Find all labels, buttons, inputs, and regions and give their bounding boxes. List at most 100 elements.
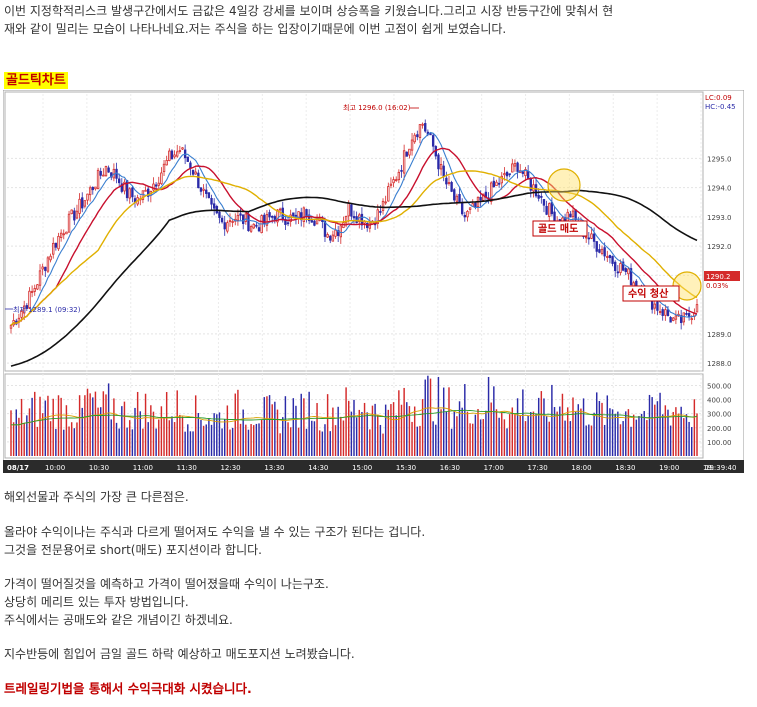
intro-line-1: 이번 지정학적리스크 발생구간에서도 금값은 4일강 강세를 보이며 상승폭을 … bbox=[4, 4, 614, 18]
candle-body bbox=[468, 207, 472, 210]
volume-bar bbox=[551, 384, 553, 456]
last-change-label: 0.03% bbox=[706, 282, 729, 290]
price-tick-label: 1293.0 bbox=[707, 214, 732, 222]
candle-body bbox=[571, 210, 575, 218]
volume-bar bbox=[242, 409, 244, 456]
candle-body bbox=[524, 169, 527, 177]
volume-bar bbox=[176, 390, 178, 456]
volume-bar bbox=[416, 426, 419, 456]
volume-bar bbox=[408, 406, 411, 456]
candle-body bbox=[482, 193, 485, 201]
volume-bar bbox=[564, 420, 566, 456]
volume-bar bbox=[656, 401, 659, 456]
candle-body bbox=[33, 288, 36, 292]
volume-bar bbox=[250, 424, 252, 456]
candle-body bbox=[379, 211, 382, 213]
candle-body bbox=[656, 301, 659, 311]
volume-bar bbox=[266, 396, 268, 456]
candle-body bbox=[569, 213, 572, 218]
candle-body bbox=[131, 187, 134, 198]
candle-body bbox=[387, 186, 390, 202]
candle-body bbox=[176, 151, 179, 157]
time-tick-label: 19:00 bbox=[659, 464, 679, 472]
candle-body bbox=[147, 188, 150, 197]
candle-body bbox=[384, 201, 387, 204]
volume-bar bbox=[424, 379, 426, 456]
volume-bar bbox=[263, 397, 266, 456]
volume-tick-label: 100.00 bbox=[707, 439, 732, 447]
volume-bar bbox=[126, 427, 128, 456]
candle-body bbox=[376, 209, 379, 224]
volume-bar bbox=[664, 405, 667, 456]
volume-bar bbox=[36, 426, 39, 456]
candle-body bbox=[600, 248, 604, 254]
candle-body bbox=[218, 211, 221, 218]
volume-bar bbox=[121, 406, 123, 456]
candle-body bbox=[165, 159, 168, 166]
candle-body bbox=[186, 156, 189, 162]
volume-ma-line bbox=[11, 409, 698, 426]
volume-bar bbox=[632, 414, 635, 456]
candle-body bbox=[360, 213, 364, 226]
candle-body bbox=[466, 211, 469, 218]
intro-line-2: 재와 같이 밀리는 모습이 나타나네요.저는 주식을 하는 입장이기때문에 이번… bbox=[4, 22, 507, 36]
volume-bar bbox=[303, 398, 305, 456]
price-tick-label: 1289.0 bbox=[707, 331, 732, 339]
volume-bar bbox=[110, 419, 112, 456]
candle-body bbox=[302, 207, 306, 222]
candle-body bbox=[666, 309, 670, 317]
volume-bar bbox=[229, 429, 231, 456]
volume-bar bbox=[179, 414, 181, 456]
candle-body bbox=[537, 195, 540, 199]
candle-body bbox=[592, 233, 596, 242]
candle-body bbox=[104, 165, 108, 177]
candle-body bbox=[62, 233, 65, 236]
volume-bar bbox=[588, 424, 590, 456]
volume-bar bbox=[23, 423, 25, 456]
volume-bar bbox=[508, 414, 511, 456]
candle-body bbox=[212, 203, 216, 209]
volume-bar bbox=[501, 412, 503, 456]
volume-bar bbox=[577, 404, 579, 456]
volume-bar bbox=[688, 421, 690, 456]
candle-body bbox=[413, 134, 416, 143]
candle-body bbox=[344, 216, 348, 224]
volume-bar bbox=[580, 408, 582, 456]
candle-body bbox=[400, 169, 403, 172]
time-axis-bar bbox=[3, 460, 744, 473]
time-tick-label: 10:00 bbox=[45, 464, 65, 472]
candle-body bbox=[418, 124, 422, 139]
volume-bar bbox=[102, 391, 105, 456]
volume-bar bbox=[548, 421, 550, 456]
volume-bar bbox=[41, 413, 44, 456]
candle-body bbox=[550, 202, 554, 215]
volume-bar bbox=[168, 420, 171, 456]
candle-body bbox=[347, 203, 350, 217]
volume-bar bbox=[627, 409, 630, 456]
volume-bar bbox=[445, 411, 448, 456]
candle-body bbox=[437, 154, 440, 170]
candle-body bbox=[194, 171, 197, 175]
candle-body bbox=[244, 213, 248, 222]
candle-body bbox=[503, 173, 506, 176]
candle-body bbox=[162, 163, 166, 173]
volume-bar bbox=[603, 424, 606, 456]
volume-bar bbox=[680, 406, 682, 456]
volume-bar bbox=[316, 403, 318, 456]
volume-bar bbox=[181, 416, 184, 456]
candle-body bbox=[144, 189, 147, 192]
candle-body bbox=[252, 223, 255, 229]
volume-bar bbox=[606, 395, 609, 456]
volume-bar bbox=[535, 413, 537, 456]
candle-body bbox=[421, 123, 424, 126]
volume-bar bbox=[403, 387, 405, 456]
candle-body bbox=[20, 311, 23, 318]
candle-body bbox=[545, 205, 548, 215]
candle-body bbox=[584, 236, 588, 239]
candle-body bbox=[381, 200, 385, 211]
candle-body bbox=[658, 311, 662, 313]
candle-body bbox=[81, 197, 84, 209]
volume-bar bbox=[585, 425, 587, 456]
candle-body bbox=[653, 303, 656, 309]
volume-bar bbox=[192, 431, 194, 456]
